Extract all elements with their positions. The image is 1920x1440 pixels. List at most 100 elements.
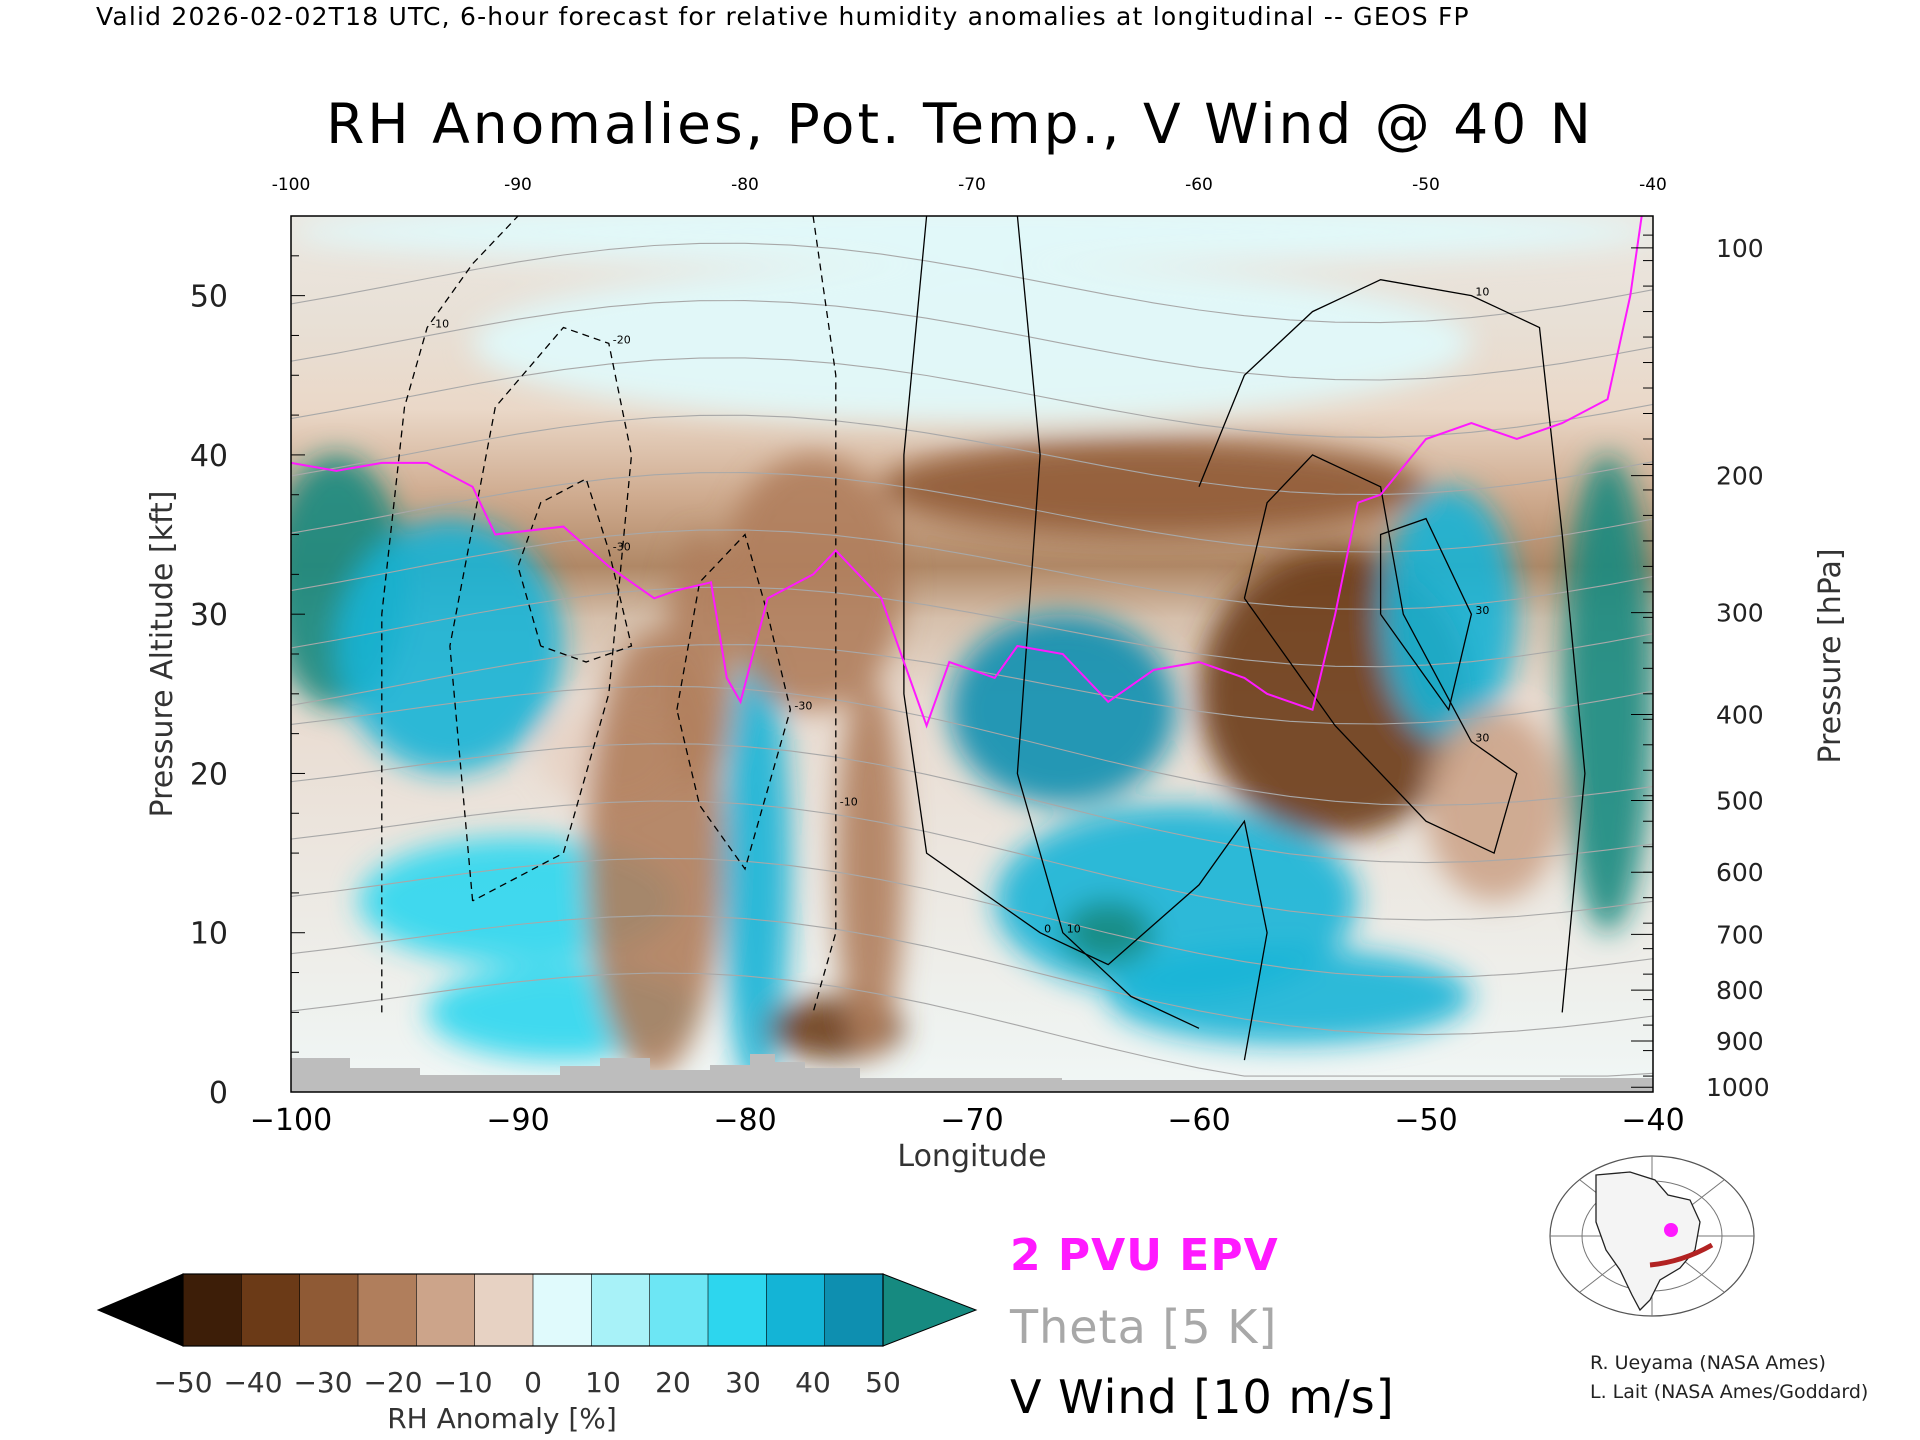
pressure-tick-label: 100 — [1716, 234, 1764, 263]
y-axis-tick-labels: 0 10 20 30 40 50 — [190, 280, 228, 1111]
colorbar-segment — [766, 1273, 826, 1347]
rh-blob — [665, 534, 734, 790]
pressure-tick-label: 800 — [1716, 976, 1764, 1005]
colorbar-low-extension — [96, 1273, 184, 1347]
vwind-contour — [676, 533, 792, 871]
y-tick-label: 20 — [190, 757, 228, 792]
vwind-contour-label: -30 — [613, 540, 631, 553]
x-top-tick-label: -70 — [958, 175, 986, 195]
rh-blob — [949, 614, 1177, 806]
y-tick-label: 40 — [190, 439, 228, 474]
colorbar-segment — [532, 1273, 593, 1347]
rh-blob — [472, 263, 1472, 424]
vwind-contour-label: -10 — [840, 795, 858, 808]
x-top-tick-label: -80 — [731, 175, 759, 195]
rh-blob — [1562, 454, 1653, 933]
theta-line-320 — [291, 800, 1653, 921]
colorbar-segment — [416, 1273, 476, 1347]
x-top-tick-label: -90 — [504, 175, 532, 195]
left-axis-ticks — [291, 215, 305, 1093]
vwind-contour-label: -10 — [431, 317, 449, 330]
top-caption: Valid 2026-02-02T18 UTC, 6-hour forecast… — [96, 2, 1470, 31]
theta-line-420 — [291, 242, 1653, 324]
vwind-contour-label: 10 — [1067, 923, 1081, 936]
x-tick-label: −80 — [713, 1103, 776, 1138]
y-tick-label: 30 — [190, 598, 228, 633]
y-axis-title: Pressure Altitude [kft] — [145, 491, 180, 818]
colorbar-segment — [707, 1273, 768, 1347]
pressure-tick-label: 900 — [1716, 1027, 1764, 1056]
colorbar-tick-label: 0 — [524, 1366, 542, 1399]
legend-theta: Theta [5 K] — [1010, 1300, 1278, 1354]
rh-blob — [291, 216, 1653, 264]
x-tick-label: −70 — [940, 1103, 1003, 1138]
theta-line-370 — [291, 529, 1653, 610]
colorbar-tick-label: −40 — [223, 1366, 282, 1399]
pressure-tick-label: 500 — [1716, 787, 1764, 816]
colorbar-segment — [241, 1273, 301, 1347]
locator-transect-path — [1649, 1242, 1714, 1268]
credit-line-1: R. Ueyama (NASA Ames) — [1590, 1352, 1826, 1374]
colorbar-tick-label: 10 — [585, 1366, 621, 1399]
pressure-tick-label: 700 — [1716, 920, 1764, 949]
x-top-tick-label: -100 — [272, 175, 311, 195]
colorbar-segment — [182, 1273, 243, 1347]
colorbar-frame — [182, 1273, 884, 1347]
vwind-contour-label: 10 — [1475, 286, 1489, 299]
theta-line-380 — [291, 472, 1653, 553]
y-axis-right-title: Pressure [hPa] — [1813, 548, 1848, 763]
plot-area: -30 -30 -20 -10 -10 0 10 10 30 30 — [291, 216, 1653, 1092]
colorbar-high-extension — [882, 1273, 978, 1347]
vwind-contour-label: 30 — [1475, 604, 1489, 617]
colorbar-tick-label: 30 — [725, 1366, 761, 1399]
colorbar-tick-label: −20 — [363, 1366, 422, 1399]
y-tick-label: 0 — [209, 1076, 228, 1111]
vwind-contour-label: 30 — [1475, 732, 1489, 745]
pressure-tick-label: 200 — [1716, 462, 1764, 491]
locator-map — [1549, 1155, 1755, 1317]
vwind-contour — [903, 216, 1268, 1061]
colorbar-segment — [474, 1273, 534, 1347]
right-axis-ticks — [1631, 234, 1653, 1088]
vwind-contour — [1243, 454, 1518, 855]
pressure-tick-label: 600 — [1716, 858, 1764, 887]
locator-continent — [1595, 1171, 1701, 1312]
x-axis-title: Longitude — [897, 1139, 1046, 1174]
rh-blob — [835, 677, 904, 1061]
colorbar-segment — [591, 1273, 651, 1347]
colorbar — [96, 1273, 978, 1347]
x-top-tick-label: -50 — [1412, 175, 1440, 195]
x-tick-label: −50 — [1394, 1103, 1457, 1138]
terrain-mask — [291, 1054, 1653, 1092]
colorbar-segment — [649, 1273, 709, 1347]
locator-point — [1664, 1223, 1678, 1237]
vwind-contour — [1198, 279, 1586, 1013]
x-top-tick-labels: -100 -90 -80 -70 -60 -50 -40 — [272, 175, 1667, 195]
theta-line-360 — [291, 586, 1653, 668]
y-tick-label: 10 — [190, 917, 228, 952]
colorbar-tick-label: −30 — [293, 1366, 352, 1399]
vwind-contour-label: -20 — [613, 333, 631, 346]
colorbar-title: RH Anomaly [%] — [387, 1402, 617, 1435]
rh-blob — [722, 454, 904, 710]
theta-line-400 — [291, 357, 1653, 438]
x-tick-label: −60 — [1167, 1103, 1230, 1138]
theta-line-390 — [291, 414, 1653, 496]
colorbar-tick-label: −10 — [433, 1366, 492, 1399]
theta-line-310 — [291, 857, 1653, 978]
x-top-tick-label: -60 — [1185, 175, 1213, 195]
rh-blob — [1426, 709, 1563, 901]
vwind-contour — [1379, 517, 1473, 712]
pressure-tick-label: 300 — [1716, 599, 1764, 628]
vwind-contour — [449, 326, 633, 902]
x-tick-label: −90 — [486, 1103, 549, 1138]
colorbar-tick-label: −50 — [153, 1366, 212, 1399]
vwind-contour — [812, 216, 837, 1013]
colorbar-segment — [357, 1273, 418, 1347]
vwind-contour-label: 0 — [1044, 923, 1051, 936]
theta-line-330 — [291, 743, 1653, 864]
x-top-tick-label: -40 — [1639, 175, 1667, 195]
legend-epv: 2 PVU EPV — [1010, 1230, 1279, 1281]
x-tick-label: −100 — [250, 1103, 332, 1138]
